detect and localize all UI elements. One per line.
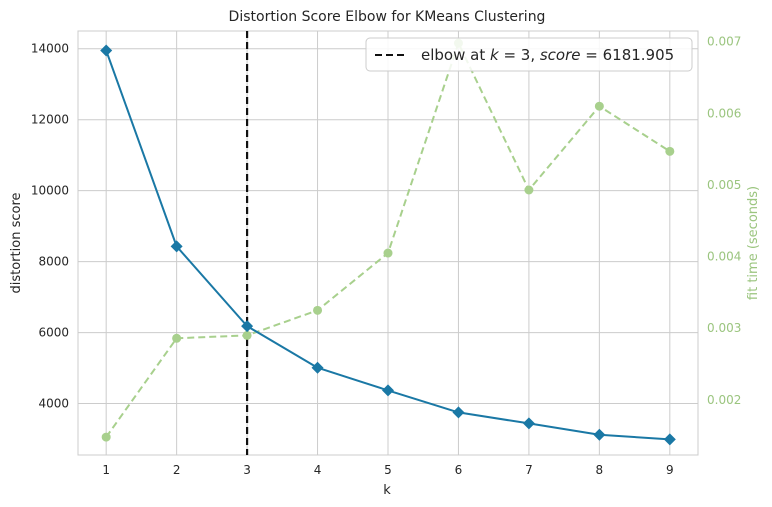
legend-score-symbol: score xyxy=(540,46,581,64)
x-axis-label: k xyxy=(383,483,391,498)
x-tick-label-6: 7 xyxy=(525,463,533,477)
distortion-point-7 xyxy=(593,428,606,441)
fit-time-point-2 xyxy=(242,330,252,340)
legend-eq2: = 6181.905 xyxy=(581,46,675,64)
y-tick-label-0: 4000 xyxy=(38,397,69,411)
y-tick-label-3: 10000 xyxy=(31,184,69,198)
x-tick-label-7: 8 xyxy=(596,463,604,477)
y2-tick-label-3: 0.005 xyxy=(707,178,741,192)
distortion-point-0 xyxy=(100,44,113,57)
x-tick-label-5: 6 xyxy=(455,463,463,477)
y2-tick-label-1: 0.003 xyxy=(707,321,741,335)
y2-axis-label: fit time (seconds) xyxy=(746,186,761,300)
y2-tick-label-2: 0.004 xyxy=(707,250,741,264)
fit-time-point-1 xyxy=(172,333,182,343)
plot-frame xyxy=(77,30,699,456)
fit-time-point-3 xyxy=(313,305,323,315)
y-tick-label-4: 12000 xyxy=(31,113,69,127)
series-group xyxy=(100,38,676,446)
x-tick-label-4: 5 xyxy=(384,463,392,477)
distortion-point-2 xyxy=(241,320,254,333)
legend-label: elbow at k = 3, score = 6181.905 xyxy=(421,46,674,64)
y2-tick-label-5: 0.007 xyxy=(707,35,741,49)
distortion-point-6 xyxy=(522,417,535,430)
fit-time-point-6 xyxy=(524,185,534,195)
legend: elbow at k = 3, score = 6181.905 xyxy=(365,37,693,72)
y2-axis-ticks: 0.002 0.003 0.004 0.005 0.006 0.007 xyxy=(707,35,741,407)
x-tick-label-0: 1 xyxy=(102,463,110,477)
legend-box xyxy=(365,37,693,72)
distortion-point-5 xyxy=(452,406,465,419)
x-tick-label-1: 2 xyxy=(173,463,181,477)
x-tick-label-3: 4 xyxy=(314,463,322,477)
y-axis-label: distortion score xyxy=(9,193,24,294)
fit-time-point-7 xyxy=(594,101,604,111)
x-tick-label-8: 9 xyxy=(666,463,674,477)
fit-time-point-8 xyxy=(665,146,675,156)
legend-prefix: elbow at xyxy=(421,46,490,64)
distortion-point-3 xyxy=(311,361,324,374)
y-tick-label-5: 14000 xyxy=(31,42,69,56)
y2-tick-label-4: 0.006 xyxy=(707,106,741,120)
x-axis-ticks: 1 2 3 4 5 6 7 8 9 xyxy=(102,463,673,477)
y-tick-label-1: 6000 xyxy=(38,326,69,340)
legend-eq1: = 3, xyxy=(499,46,540,64)
y2-tick-label-0: 0.002 xyxy=(707,393,741,407)
fit-time-point-0 xyxy=(101,432,111,442)
distortion-point-1 xyxy=(170,240,183,253)
legend-k-symbol: k xyxy=(490,46,500,64)
x-tick-label-2: 3 xyxy=(243,463,251,477)
distortion-point-4 xyxy=(382,384,394,397)
distortion-point-8 xyxy=(663,433,676,446)
fit-time-point-4 xyxy=(383,248,393,258)
chart-title: Distortion Score Elbow for KMeans Cluste… xyxy=(229,9,546,25)
y-axis-ticks: 4000 6000 8000 10000 12000 14000 xyxy=(31,42,69,411)
y-tick-label-2: 8000 xyxy=(38,255,69,269)
